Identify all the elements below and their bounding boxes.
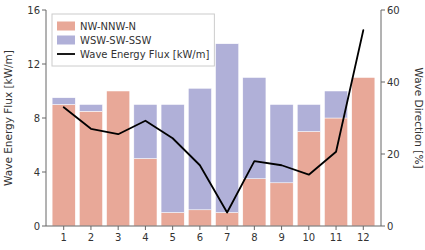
chart-container: 12345678910111204812160204060Wave Energy… bbox=[0, 0, 425, 250]
y2-axis-line bbox=[381, 10, 382, 226]
axes: 12345678910111204812160204060 bbox=[27, 5, 399, 244]
x-tick-label: 8 bbox=[251, 232, 257, 243]
x-tick bbox=[227, 226, 228, 230]
x-tick-label: 1 bbox=[61, 232, 67, 243]
y-tick-label: 4 bbox=[34, 167, 40, 178]
bar bbox=[107, 91, 130, 226]
x-tick bbox=[363, 226, 364, 230]
bar bbox=[352, 78, 375, 227]
bar bbox=[270, 105, 293, 183]
x-tick-label: 7 bbox=[224, 232, 230, 243]
y2-tick bbox=[381, 82, 385, 83]
y-tick-label: 8 bbox=[34, 113, 40, 124]
bar bbox=[216, 213, 239, 227]
y2-tick bbox=[381, 10, 385, 11]
bar bbox=[270, 183, 293, 226]
y-tick bbox=[42, 10, 46, 11]
y-tick bbox=[42, 172, 46, 173]
y-tick-label: 12 bbox=[27, 59, 40, 70]
y-tick-label: 16 bbox=[27, 5, 40, 16]
x-tick-label: 11 bbox=[330, 232, 343, 243]
bar bbox=[161, 213, 184, 227]
x-tick bbox=[281, 226, 282, 230]
bar bbox=[216, 44, 239, 213]
legend-label: NW-NNW-N bbox=[80, 21, 136, 32]
x-tick-label: 5 bbox=[169, 232, 175, 243]
legend-box bbox=[52, 14, 214, 66]
y-tick bbox=[42, 118, 46, 119]
bar-series bbox=[52, 78, 375, 227]
y2-tick-label: 40 bbox=[387, 77, 400, 88]
bar bbox=[324, 118, 347, 226]
bar bbox=[79, 105, 102, 112]
legend-label: WSW-SW-SSW bbox=[80, 35, 151, 46]
chart-svg: 12345678910111204812160204060Wave Energy… bbox=[0, 0, 425, 250]
x-tick-label: 6 bbox=[197, 232, 203, 243]
bar bbox=[188, 88, 211, 210]
x-tick bbox=[254, 226, 255, 230]
bar bbox=[161, 105, 184, 213]
y2-tick-label: 0 bbox=[387, 221, 393, 232]
bar bbox=[188, 210, 211, 226]
x-tick-label: 4 bbox=[142, 232, 148, 243]
y2-tick bbox=[381, 154, 385, 155]
x-tick-label: 12 bbox=[357, 232, 370, 243]
y2-axis-label: Wave Direction [%] bbox=[413, 67, 425, 168]
bar bbox=[52, 105, 75, 227]
x-tick bbox=[145, 226, 146, 230]
x-tick bbox=[90, 226, 91, 230]
x-axis-line bbox=[46, 226, 381, 227]
y-axis-label: Wave Energy Flux [kW/m] bbox=[2, 50, 14, 186]
y-tick bbox=[42, 226, 46, 227]
legend: NW-NNW-N WSW-SW-SSW Wave Energy Flux [kW/m… bbox=[52, 14, 214, 66]
bar bbox=[297, 132, 320, 227]
y2-tick-label: 60 bbox=[387, 5, 400, 16]
bar bbox=[52, 98, 75, 105]
x-tick bbox=[172, 226, 173, 230]
x-tick-label: 10 bbox=[302, 232, 315, 243]
bar bbox=[107, 91, 130, 92]
y-tick-label: 0 bbox=[34, 221, 40, 232]
legend-label: Wave Energy Flux [kW/m] bbox=[80, 49, 209, 60]
y2-tick-label: 20 bbox=[387, 149, 400, 160]
x-tick bbox=[308, 226, 309, 230]
y-tick bbox=[42, 64, 46, 65]
bar bbox=[134, 159, 157, 227]
legend-swatch bbox=[57, 53, 75, 55]
x-tick bbox=[199, 226, 200, 230]
x-tick bbox=[63, 226, 64, 230]
bar bbox=[134, 105, 157, 159]
legend-swatch bbox=[57, 36, 75, 45]
y2-tick bbox=[381, 226, 385, 227]
x-tick bbox=[118, 226, 119, 230]
x-tick-label: 2 bbox=[88, 232, 94, 243]
x-tick-label: 9 bbox=[278, 232, 284, 243]
bar bbox=[352, 77, 375, 78]
bar bbox=[243, 179, 266, 226]
x-tick bbox=[336, 226, 337, 230]
page: {"chart_data": { "type": "bar", "stacked… bbox=[0, 0, 425, 250]
bar bbox=[297, 105, 320, 132]
legend-swatch bbox=[57, 22, 75, 31]
x-tick-label: 3 bbox=[115, 232, 121, 243]
bar-series bbox=[52, 44, 348, 213]
bar bbox=[243, 78, 266, 179]
